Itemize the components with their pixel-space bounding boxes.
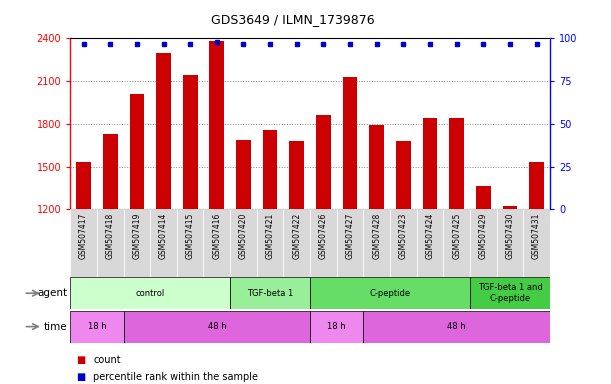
Text: percentile rank within the sample: percentile rank within the sample [93, 372, 258, 382]
Text: count: count [93, 355, 121, 365]
Bar [449, 118, 464, 209]
Bar [343, 77, 357, 209]
Bar [470, 209, 497, 277]
Bar [316, 115, 331, 209]
Bar [310, 311, 364, 343]
Text: GSM507417: GSM507417 [79, 213, 88, 259]
Bar [290, 141, 304, 209]
Bar [103, 134, 117, 209]
Bar [364, 311, 550, 343]
Bar [263, 129, 277, 209]
Text: GSM507426: GSM507426 [319, 213, 328, 259]
Bar [370, 125, 384, 209]
Text: GSM507428: GSM507428 [372, 213, 381, 259]
Bar [284, 209, 310, 277]
Text: 18 h: 18 h [327, 322, 346, 331]
Text: TGF-beta 1: TGF-beta 1 [247, 289, 293, 298]
Bar [364, 209, 390, 277]
Text: GDS3649 / ILMN_1739876: GDS3649 / ILMN_1739876 [211, 13, 375, 26]
Bar [70, 209, 97, 277]
Text: GSM507424: GSM507424 [425, 213, 434, 259]
Bar [444, 209, 470, 277]
Bar [257, 209, 284, 277]
Bar [230, 277, 310, 309]
Text: GSM507421: GSM507421 [266, 213, 274, 259]
Text: agent: agent [37, 288, 67, 298]
Text: ■: ■ [76, 355, 86, 365]
Text: GSM507430: GSM507430 [505, 213, 514, 259]
Bar [476, 187, 491, 209]
Bar [123, 209, 150, 277]
Bar [123, 311, 310, 343]
Bar [503, 207, 518, 209]
Text: C-peptide: C-peptide [370, 289, 411, 298]
Bar [230, 209, 257, 277]
Bar [390, 209, 417, 277]
Text: GSM507420: GSM507420 [239, 213, 248, 259]
Text: GSM507425: GSM507425 [452, 213, 461, 259]
Bar [97, 209, 123, 277]
Text: GSM507427: GSM507427 [346, 213, 354, 259]
Bar [150, 209, 177, 277]
Bar [210, 41, 224, 209]
Bar [130, 94, 144, 209]
Bar [417, 209, 444, 277]
Text: GSM507418: GSM507418 [106, 213, 115, 259]
Text: TGF-beta 1 and
C-peptide: TGF-beta 1 and C-peptide [478, 283, 543, 303]
Text: control: control [136, 289, 165, 298]
Bar [70, 311, 123, 343]
Bar [70, 277, 230, 309]
Text: GSM507423: GSM507423 [399, 213, 408, 259]
Bar [156, 53, 171, 209]
Bar [497, 209, 523, 277]
Text: GSM507416: GSM507416 [212, 213, 221, 259]
Bar [76, 162, 91, 209]
Text: GSM507431: GSM507431 [532, 213, 541, 259]
Bar [470, 277, 550, 309]
Text: time: time [43, 321, 67, 332]
Bar [396, 141, 411, 209]
Text: GSM507419: GSM507419 [133, 213, 141, 259]
Bar [177, 209, 203, 277]
Bar [529, 162, 544, 209]
Bar [236, 139, 251, 209]
Bar [183, 75, 197, 209]
Bar [310, 209, 337, 277]
Bar [203, 209, 230, 277]
Text: 48 h: 48 h [447, 322, 466, 331]
Text: 48 h: 48 h [208, 322, 226, 331]
Text: GSM507415: GSM507415 [186, 213, 195, 259]
Bar [310, 277, 470, 309]
Bar [423, 118, 437, 209]
Text: ■: ■ [76, 372, 86, 382]
Text: GSM507422: GSM507422 [292, 213, 301, 259]
Text: 18 h: 18 h [87, 322, 106, 331]
Bar [337, 209, 364, 277]
Bar [523, 209, 550, 277]
Text: GSM507429: GSM507429 [479, 213, 488, 259]
Text: GSM507414: GSM507414 [159, 213, 168, 259]
